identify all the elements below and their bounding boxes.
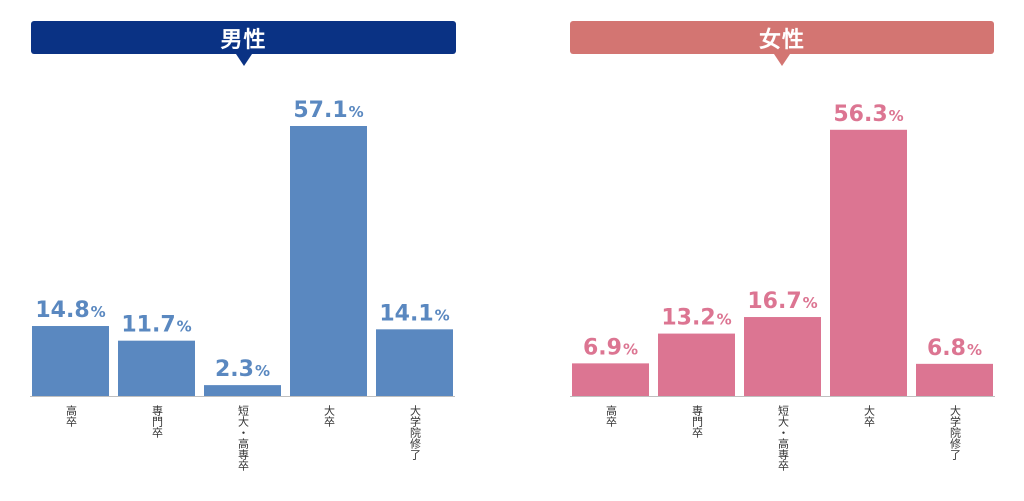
female-value-suffix-3: % (889, 107, 904, 125)
male-category-label-1: 専門卒 (150, 405, 164, 438)
female-category-label-3: 大卒 (862, 405, 876, 427)
female-value-label-1: 13.2% (661, 306, 731, 331)
female-value-number-3: 56.3 (833, 102, 887, 127)
male-chart-title: 男性 (31, 21, 456, 66)
female-value-label-0: 6.9% (583, 335, 638, 360)
female-bar-2 (744, 317, 821, 396)
female-value-label-3: 56.3% (833, 102, 903, 127)
male-bar-3 (290, 126, 367, 396)
female-category-label-1: 専門卒 (690, 405, 704, 438)
female-bar-4 (916, 363, 993, 396)
male-value-label-4: 14.1% (379, 301, 449, 326)
male-category-label-0: 高卒 (64, 405, 78, 427)
female-bar-3 (830, 129, 907, 396)
female-value-number-0: 6.9 (583, 335, 622, 360)
male-value-suffix-0: % (91, 303, 106, 321)
male-title-text: 男性 (220, 27, 267, 53)
female-value-suffix-4: % (967, 341, 982, 359)
male-value-number-2: 2.3 (215, 357, 254, 382)
female-category-label-4: 大学院修了 (948, 405, 962, 460)
male-category-label-2: 短大・高専卒 (236, 405, 250, 471)
male-value-suffix-2: % (255, 362, 270, 380)
male-value-label-2: 2.3% (215, 357, 270, 382)
male-bar-4 (376, 329, 453, 396)
male-value-label-3: 57.1% (293, 98, 363, 123)
male-value-suffix-1: % (177, 318, 192, 336)
female-chart-title: 女性 (570, 21, 994, 66)
male-category-label-4: 大学院修了 (408, 405, 422, 460)
female-bar-1 (658, 333, 735, 396)
female-value-number-4: 6.8 (927, 336, 966, 361)
male-value-number-4: 14.1 (379, 301, 433, 326)
female-value-label-2: 16.7% (747, 289, 817, 314)
female-value-suffix-1: % (717, 311, 732, 329)
male-bar-0 (32, 326, 109, 396)
female-title-text: 女性 (758, 27, 805, 53)
male-value-suffix-4: % (435, 306, 450, 324)
female-value-number-2: 16.7 (747, 289, 801, 314)
male-category-label-3: 大卒 (322, 405, 336, 427)
male-value-number-1: 11.7 (121, 313, 175, 338)
male-bar-1 (118, 340, 195, 396)
male-value-number-3: 57.1 (293, 98, 347, 123)
male-bar-2 (204, 385, 281, 396)
male-value-suffix-3: % (349, 103, 364, 121)
female-value-suffix-0: % (623, 340, 638, 358)
female-value-suffix-2: % (803, 294, 818, 312)
male-value-label-1: 11.7% (121, 313, 191, 338)
female-category-label-2: 短大・高専卒 (776, 405, 790, 471)
male-value-number-0: 14.8 (35, 298, 89, 323)
female-value-label-4: 6.8% (927, 336, 982, 361)
female-value-number-1: 13.2 (661, 306, 715, 331)
male-value-label-0: 14.8% (35, 298, 105, 323)
female-bar-0 (572, 363, 649, 396)
female-category-label-0: 高卒 (604, 405, 618, 427)
